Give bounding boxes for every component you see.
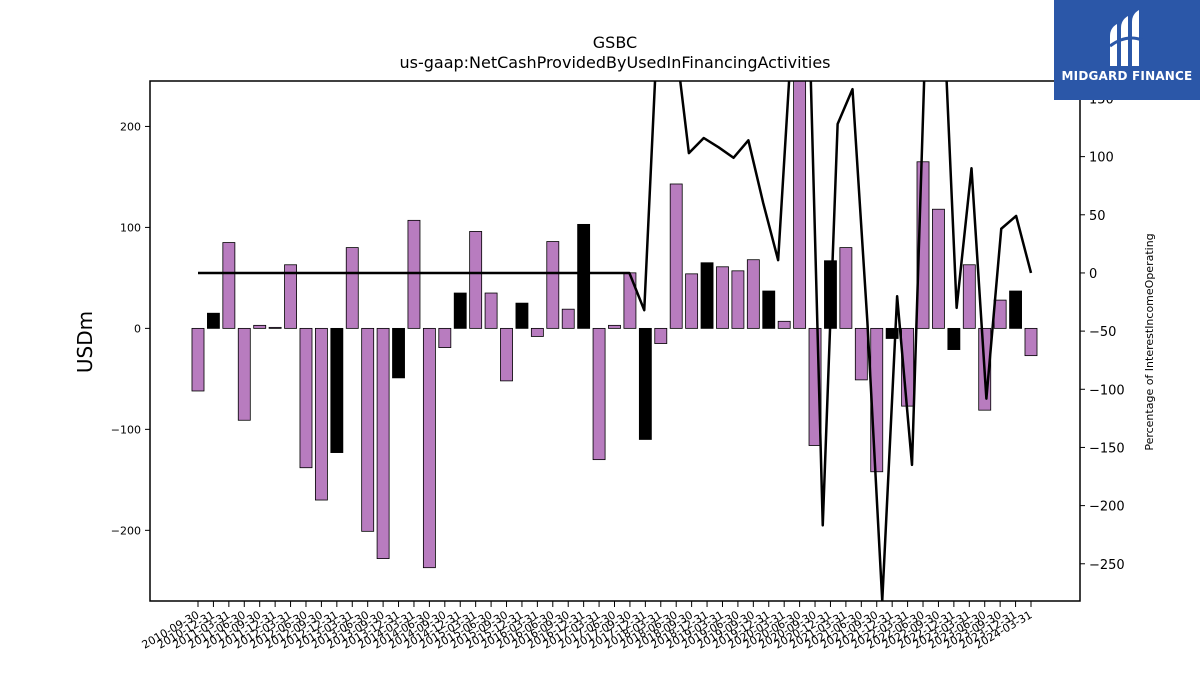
bar-2015-03-31: [469, 231, 483, 329]
y2-tick-label: −250: [1089, 558, 1125, 573]
bar-2019-09-30: [746, 259, 760, 329]
bar-2013-12-31: [392, 327, 405, 379]
bar-2016-09-30: [561, 308, 575, 329]
bar-2022-12-31: [947, 327, 961, 350]
bar-2011-03-31: [222, 242, 236, 329]
brand-logo: MIDGARD FINANCE: [1054, 0, 1200, 100]
bar-2015-12-31: [515, 302, 529, 329]
bar-2012-03-31: [284, 264, 297, 329]
line-layer: [198, 81, 1033, 601]
bar-2014-06-30: [422, 327, 436, 569]
y2-tick-label: −200: [1089, 500, 1125, 515]
bar-2018-06-30: [669, 183, 683, 329]
y-axis-right: −250−200−150−100−50050100150: [1080, 92, 1125, 573]
bar-2016-12-31: [577, 223, 591, 329]
bar-2011-09-30: [253, 324, 267, 329]
bar-2021-12-31: [885, 327, 899, 339]
bar-2015-09-30: [500, 327, 513, 382]
bar-2016-03-31: [530, 327, 544, 337]
bar-2022-09-30: [932, 208, 945, 329]
y-tick-label: −200: [111, 524, 141, 537]
bar-2023-12-31: [1009, 290, 1022, 329]
y2-tick-label: 0: [1089, 267, 1097, 282]
line-series: [198, 81, 1033, 601]
bar-2014-09-30: [438, 327, 452, 348]
y-axis-label: USDm: [73, 311, 97, 373]
bar-2010-12-31: [207, 312, 220, 329]
y-tick-label: 0: [134, 322, 141, 335]
y2-tick-label: 100: [1089, 151, 1114, 166]
bar-2010-09-30: [191, 327, 205, 392]
bar-2013-09-30: [376, 327, 390, 559]
bar-2019-06-30: [731, 270, 745, 329]
y-tick-label: 200: [120, 120, 141, 133]
y-tick-label: −100: [111, 423, 141, 436]
bar-2014-03-31: [407, 219, 421, 329]
bar-2019-03-31: [716, 266, 729, 329]
bar-2012-06-30: [299, 327, 313, 469]
bar-2012-09-30: [314, 327, 328, 501]
bar-2015-06-30: [484, 292, 498, 329]
bar-2021-06-30: [854, 327, 868, 381]
y2-tick-label: 50: [1089, 209, 1106, 224]
bar-2017-03-31: [592, 327, 606, 461]
y2-tick-label: −150: [1089, 441, 1125, 456]
bar-2016-06-30: [546, 241, 560, 329]
bar-2017-06-30: [608, 324, 621, 329]
bar-2021-03-31: [839, 247, 853, 329]
midgard-logo-icon: [1109, 10, 1143, 66]
bar-2012-12-31: [330, 327, 344, 453]
bar-2017-09-30: [623, 272, 637, 329]
bar-2020-06-30: [793, 81, 807, 329]
bar-2013-03-31: [345, 247, 359, 329]
bar-2014-12-31: [453, 292, 467, 329]
bar-2011-12-31: [268, 326, 282, 329]
y-tick-label: 100: [120, 221, 141, 234]
bar-2019-12-31: [762, 290, 776, 329]
y2-axis-label: Percentage of InterestIncomeOperating: [1143, 233, 1156, 450]
x-axis: 2010-09-302010-12-312011-03-312011-06-30…: [140, 601, 1035, 652]
bar-2017-12-31: [638, 327, 652, 440]
y2-tick-label: −50: [1089, 325, 1116, 340]
chart-title: GSBC: [593, 33, 637, 52]
chart-subtitle: us-gaap:NetCashProvidedByUsedInFinancing…: [399, 53, 830, 72]
bar-2024-03-31: [1024, 327, 1038, 357]
bar-2023-03-31: [962, 264, 976, 329]
y2-tick-label: −100: [1089, 383, 1125, 398]
y-axis-left: −200 −100 0 100 200: [111, 120, 150, 537]
bar-2023-09-30: [993, 299, 1007, 329]
plot-frame: [149, 80, 1081, 602]
bar-2020-03-31: [777, 320, 791, 329]
bar-2013-06-30: [361, 327, 375, 532]
bar-group: [191, 81, 1038, 569]
bar-2018-12-31: [700, 262, 714, 329]
bar-2011-06-30: [237, 327, 251, 421]
bar-2018-09-30: [685, 273, 699, 329]
bar-2018-03-31: [654, 327, 668, 344]
brand-name: MIDGARD FINANCE: [1061, 69, 1193, 83]
